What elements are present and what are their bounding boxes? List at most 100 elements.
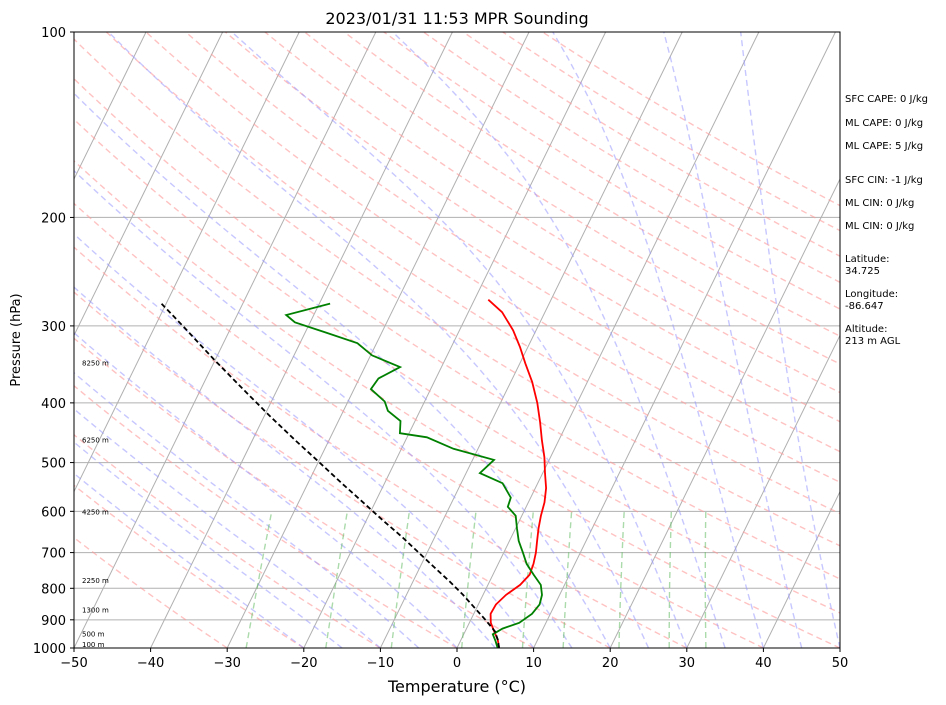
isotherm-line [150, 32, 453, 648]
height-label: 500 m [82, 631, 105, 639]
moist-adiabat [392, 32, 726, 648]
dry-adiabat [74, 384, 458, 648]
y-tick-label: 600 [41, 505, 66, 520]
mixing-ratio-line [618, 511, 625, 648]
y-tick-label: 200 [41, 211, 66, 226]
longitude-label: Longitude: [845, 289, 899, 300]
mixing-ratio-line [325, 511, 349, 648]
dry-adiabat [502, 32, 840, 232]
height-label: 100 m [82, 641, 105, 649]
mixing-ratio-line [562, 511, 573, 648]
y-tick-label: 300 [41, 320, 66, 335]
dry-adiabat [542, 32, 840, 207]
moist-adiabat [740, 32, 840, 648]
moist-adiabat [74, 169, 573, 648]
stat-ml-cape: ML CAPE: 0 J/kg [845, 118, 924, 129]
plot-frame [73, 31, 841, 649]
altitude-value: 213 m AGL [845, 336, 901, 347]
isotherm-line [762, 490, 840, 648]
temperature-profile [487, 299, 548, 648]
moist-adiabat [74, 472, 305, 648]
y-tick-label: 1000 [33, 642, 66, 657]
mixing-ratio-line [521, 511, 534, 648]
x-tick-label: −40 [137, 656, 164, 671]
moist-adiabat [108, 32, 650, 648]
moist-adiabat [663, 32, 803, 648]
dry-adiabat [462, 32, 840, 257]
dry-adiabat [74, 38, 840, 547]
dry-adiabat [343, 32, 840, 337]
dry-adiabat [74, 77, 840, 580]
height-label: 8250 m [82, 359, 109, 367]
moist-adiabat [74, 408, 381, 648]
x-tick-label: 10 [525, 656, 542, 671]
moist-adiabat [74, 92, 611, 648]
height-label: 2250 m [82, 577, 109, 585]
isotherm-line [379, 32, 683, 648]
dewpoint-profile [284, 302, 543, 648]
stat-ml-cin: ML CIN: 0 J/kg [845, 198, 915, 209]
dry-adiabat [74, 159, 840, 648]
isotherm-line [74, 32, 147, 181]
isotherm-line [226, 32, 530, 648]
x-tick-label: −10 [367, 656, 394, 671]
dry-adiabat [74, 484, 305, 648]
x-tick-label: 20 [602, 656, 619, 671]
y-axis-label: Pressure (hPa) [9, 293, 24, 386]
x-tick-label: −30 [213, 656, 240, 671]
dry-adiabat [145, 32, 840, 483]
dry-adiabat [423, 32, 840, 284]
moist-adiabat [74, 233, 535, 648]
x-tick-label: 0 [453, 656, 461, 671]
dry-adiabat [74, 291, 611, 648]
isotherm-line [609, 177, 840, 648]
x-tick-label: −20 [290, 656, 317, 671]
longitude-value: -86.647 [845, 301, 884, 312]
dry-adiabat [74, 536, 228, 648]
mixing-ratio-line [668, 511, 672, 648]
y-tick-label: 100 [41, 26, 66, 41]
isotherm-line [533, 32, 836, 648]
y-tick-label: 700 [41, 547, 66, 562]
mixing-ratio-line [390, 511, 411, 648]
mixing-ratio-line [461, 511, 477, 648]
isotherm-line [303, 32, 607, 648]
moist-adiabat [74, 286, 496, 648]
stat-sfc-cape: SFC CAPE: 0 J/kg [845, 94, 928, 105]
y-tick-label: 800 [41, 582, 66, 597]
latitude-label: Latitude: [845, 254, 890, 265]
altitude-label: Altitude: [845, 324, 888, 335]
dry-adiabat [383, 32, 840, 310]
dry-adiabat [224, 32, 840, 423]
dry-adiabat [264, 32, 840, 394]
dry-adiabat [74, 202, 764, 648]
moist-adiabat [74, 331, 458, 648]
x-axis-label: Temperature (°C) [387, 677, 526, 696]
latitude-value: 34.725 [845, 266, 880, 277]
isotherm-line [74, 32, 300, 493]
chart-title: 2023/01/31 11:53 MPR Sounding [325, 9, 588, 28]
stat-sfc-cin: SFC CIN: -1 J/kg [845, 175, 923, 186]
stat-ml-cin-2: ML CIN: 0 J/kg [845, 221, 915, 232]
isotherm-line [74, 32, 377, 648]
x-tick-label: −50 [60, 656, 87, 671]
mixing-ratio-line [704, 511, 707, 648]
moist-adiabat [231, 32, 688, 648]
x-tick-label: 50 [832, 656, 849, 671]
parcel-path [159, 301, 500, 648]
y-tick-label: 400 [41, 397, 66, 412]
x-tick-label: 30 [679, 656, 696, 671]
moist-adiabat [552, 32, 765, 648]
stat-ml-cape-2: ML CAPE: 5 J/kg [845, 141, 924, 152]
isotherm-line [74, 32, 224, 337]
isotherm-line [456, 32, 760, 648]
x-tick-label: 40 [755, 656, 772, 671]
dry-adiabat [304, 32, 840, 365]
height-label: 6250 m [82, 436, 109, 444]
y-tick-label: 900 [41, 614, 66, 629]
height-label: 1300 m [82, 606, 109, 614]
y-tick-label: 500 [41, 457, 66, 472]
moist-adiabat [74, 441, 343, 648]
dry-adiabat [74, 337, 534, 648]
